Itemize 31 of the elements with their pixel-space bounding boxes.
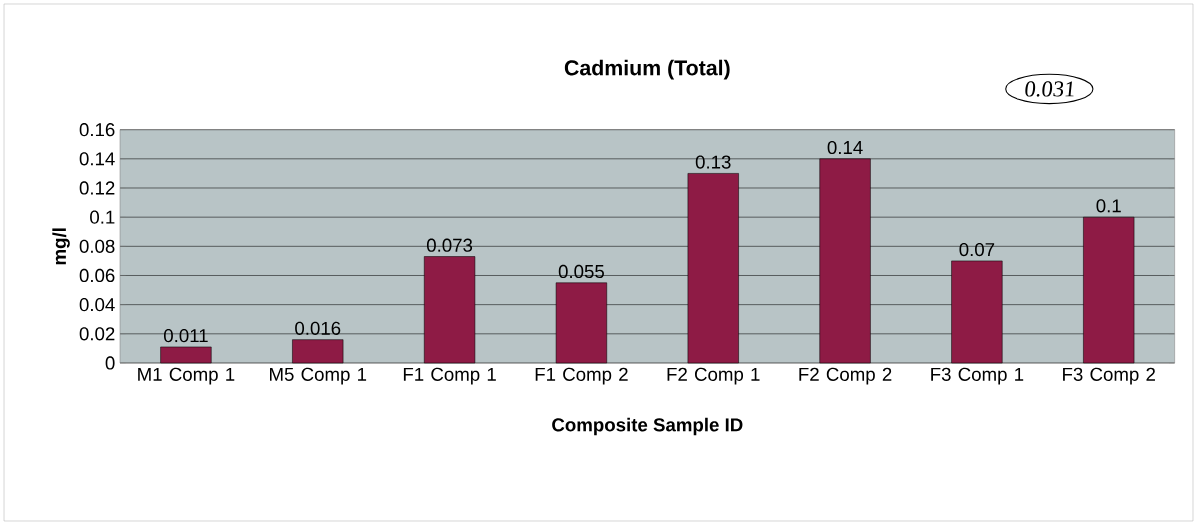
- x-tick-label: M1 Comp 1: [138, 367, 235, 385]
- data-label: 0.055: [558, 264, 604, 279]
- text: 0.031: [1025, 81, 1074, 97]
- data-label: 0.07: [959, 242, 995, 257]
- bar: [160, 346, 212, 364]
- x-tick-label: M5 Comp 1: [270, 367, 367, 385]
- data-label: 0.14: [827, 140, 863, 155]
- chart-title: Cadmium (Total): [564, 59, 730, 80]
- x-axis-title: Composite Sample ID: [552, 417, 743, 436]
- x-tick-label: F2 Comp 2: [799, 367, 892, 385]
- data-label: 0.13: [695, 155, 731, 169]
- data-label: 0.016: [295, 321, 341, 335]
- x-tick-label: F2 Comp 1: [667, 367, 760, 385]
- bar: [292, 339, 344, 364]
- data-label: 0.1: [1096, 199, 1121, 213]
- y-tick-label: 0.14: [79, 152, 115, 166]
- y-tick-label: 0.04: [79, 298, 115, 312]
- data-label: 0.073: [426, 238, 473, 252]
- x-tick-label: F1 Comp 1: [403, 367, 496, 385]
- y-tick-label: 0: [105, 356, 115, 370]
- y-axis-title: mg/l: [52, 228, 70, 265]
- x-tick-label: F1 Comp 2: [535, 367, 628, 385]
- y-tick-label: 0.08: [79, 239, 115, 253]
- y-tick-label: 0.12: [79, 181, 115, 195]
- x-tick-label: F3 Comp 1: [931, 367, 1024, 385]
- data-label: 0.011: [164, 329, 208, 343]
- y-tick-label: 0.16: [79, 123, 115, 137]
- y-tick-label: 0.02: [79, 327, 115, 341]
- y-tick-label: 0.1: [90, 210, 115, 224]
- x-tick-label: F3 Comp 2: [1063, 367, 1155, 385]
- y-tick-label: 0.06: [79, 268, 115, 283]
